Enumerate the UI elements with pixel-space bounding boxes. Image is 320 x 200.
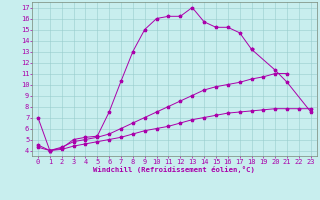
X-axis label: Windchill (Refroidissement éolien,°C): Windchill (Refroidissement éolien,°C) bbox=[93, 166, 255, 173]
